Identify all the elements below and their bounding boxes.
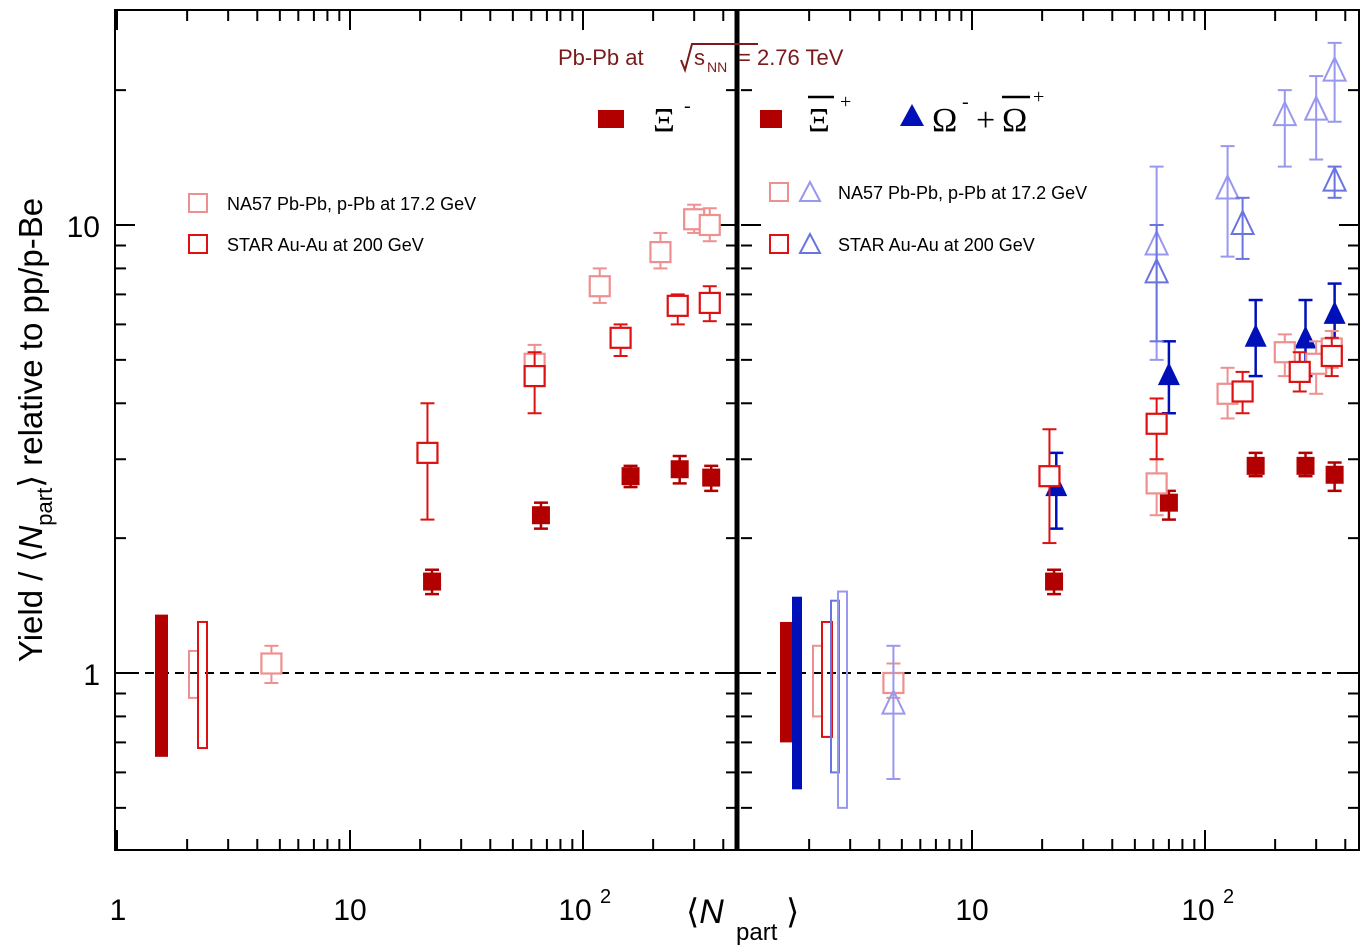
normalization-boxes bbox=[155, 590, 848, 809]
x-tick-label-10: 10 bbox=[333, 894, 366, 927]
data-point-open-square bbox=[1145, 472, 1168, 495]
x-tick-label-100-right-exp: 2 bbox=[1223, 886, 1234, 908]
x-axis-title: ⟨N bbox=[686, 893, 724, 931]
legend-anti-omega-sup: + bbox=[1033, 86, 1044, 108]
legend-na57-right-label: NA57 Pb-Pb, p-Pb at 17.2 GeV bbox=[838, 183, 1087, 203]
title-suffix: = 2.76 TeV bbox=[738, 45, 844, 70]
data-point-open-square bbox=[260, 652, 283, 675]
x-tick-label-100-exp: 2 bbox=[600, 886, 611, 908]
normalization-box bbox=[188, 649, 199, 699]
data-point-filled-square bbox=[702, 468, 721, 487]
data-point-filled-square bbox=[1159, 493, 1178, 512]
x-axis-title-close: ⟩ bbox=[786, 893, 799, 931]
data-point-open-square bbox=[698, 291, 721, 315]
legend-plus: + bbox=[976, 102, 995, 139]
legend-alice-omega-marker bbox=[900, 104, 924, 126]
sqrt-sign bbox=[680, 43, 758, 74]
data-point-open-triangle bbox=[1303, 94, 1329, 121]
data-point-filled-square bbox=[1246, 456, 1265, 475]
y-tick-label-1: 1 bbox=[83, 659, 100, 692]
data-point-filled-square bbox=[1325, 465, 1344, 484]
legend-na57-omega-marker bbox=[798, 179, 822, 202]
data-point-filled-square bbox=[621, 467, 640, 486]
legend-xi-minus-symbol: Ξ bbox=[653, 102, 675, 139]
data-point-filled-square bbox=[1045, 572, 1064, 591]
normalization-box bbox=[792, 596, 802, 790]
data-point-open-square bbox=[698, 213, 721, 237]
legend-na57-marker bbox=[188, 193, 208, 213]
data-point-open-triangle bbox=[1214, 173, 1241, 200]
data-point-filled-square bbox=[1296, 456, 1315, 475]
data-point-open-triangle bbox=[1272, 99, 1298, 127]
x-tick-label-100: 10 bbox=[558, 894, 591, 927]
data-point-open-square bbox=[666, 294, 689, 317]
legend-na57-xi-marker bbox=[769, 182, 789, 202]
legend-star-right-label: STAR Au-Au at 200 GeV bbox=[838, 235, 1035, 255]
y-axis-title: Yield / ⟨Npart⟩ relative to pp/p-Be bbox=[12, 198, 57, 662]
axis-ticks bbox=[115, 10, 1359, 850]
legend-omega-sup: - bbox=[962, 91, 969, 113]
legend-right: Ξ + Ω - + Ω + NA57 Pb-Pb, p-Pb at 17.2 G… bbox=[760, 86, 1087, 255]
x-axis-title-sub: part bbox=[736, 919, 778, 946]
legend-alice-xi-marker bbox=[598, 110, 624, 128]
normalization-box bbox=[812, 644, 823, 718]
data-point-open-triangle bbox=[1144, 257, 1170, 284]
x-tick-label-10-right: 10 bbox=[955, 894, 988, 927]
plot-frames bbox=[114, 9, 1360, 851]
title-s: s bbox=[694, 45, 705, 70]
data-point-open-square bbox=[588, 275, 611, 298]
data-point-filled-square bbox=[670, 460, 689, 479]
legend-star-xi-marker bbox=[769, 234, 789, 254]
data-point-open-square bbox=[1231, 380, 1254, 403]
data-point-open-square bbox=[523, 364, 546, 388]
data-point-open-triangle bbox=[1230, 208, 1256, 235]
legend-star-omega-marker bbox=[798, 231, 822, 254]
legend-star-label: STAR Au-Au at 200 GeV bbox=[227, 235, 424, 255]
data-point-filled-triangle bbox=[1294, 325, 1317, 349]
legend-star-marker bbox=[188, 234, 208, 254]
chart-title: Pb-Pb at bbox=[558, 45, 644, 70]
legend-xi-plus-sup: + bbox=[840, 91, 851, 113]
svg-text:Yield / ⟨Npart⟩ relative to pp: Yield / ⟨Npart⟩ relative to pp/p-Be bbox=[12, 198, 57, 662]
data-point-open-square bbox=[1145, 412, 1168, 435]
data-point-open-triangle bbox=[880, 688, 907, 715]
data-point-open-square bbox=[609, 326, 632, 349]
legend-xi-plus-symbol: Ξ bbox=[808, 102, 830, 139]
normalization-box bbox=[197, 620, 208, 750]
data-point-open-square bbox=[1288, 360, 1311, 384]
x-tick-label-100-right: 10 bbox=[1181, 894, 1214, 927]
data-point-filled-square bbox=[531, 506, 550, 525]
legend-na57-label: NA57 Pb-Pb, p-Pb at 17.2 GeV bbox=[227, 194, 476, 214]
data-marks bbox=[260, 41, 1348, 780]
legend-xi-minus-sup: - bbox=[684, 95, 691, 117]
normalization-box bbox=[837, 590, 848, 809]
y-tick-label-10: 10 bbox=[67, 211, 100, 244]
x-tick-label-1: 1 bbox=[110, 894, 127, 927]
data-point-open-triangle bbox=[1322, 55, 1348, 82]
data-point-filled-triangle bbox=[1157, 362, 1180, 386]
data-point-open-square bbox=[1273, 341, 1296, 364]
legend-alice-xi-plus-marker bbox=[760, 110, 782, 128]
data-point-filled-triangle bbox=[1323, 300, 1346, 324]
data-point-open-square bbox=[1038, 465, 1061, 488]
legend-omega-symbol: Ω bbox=[932, 102, 957, 139]
data-point-open-triangle bbox=[1322, 165, 1348, 192]
normalization-box bbox=[155, 614, 168, 757]
legend-left: Ξ - NA57 Pb-Pb, p-Pb at 17.2 GeV STAR Au… bbox=[188, 95, 691, 255]
data-point-open-square bbox=[1320, 344, 1343, 368]
data-point-filled-triangle bbox=[1244, 323, 1267, 347]
legend-anti-omega-symbol: Ω bbox=[1002, 102, 1027, 139]
data-point-open-square bbox=[649, 240, 672, 264]
title-sub: NN bbox=[707, 59, 727, 75]
normalization-box bbox=[780, 621, 793, 743]
data-point-open-square bbox=[416, 441, 439, 464]
data-point-filled-square bbox=[423, 572, 442, 591]
